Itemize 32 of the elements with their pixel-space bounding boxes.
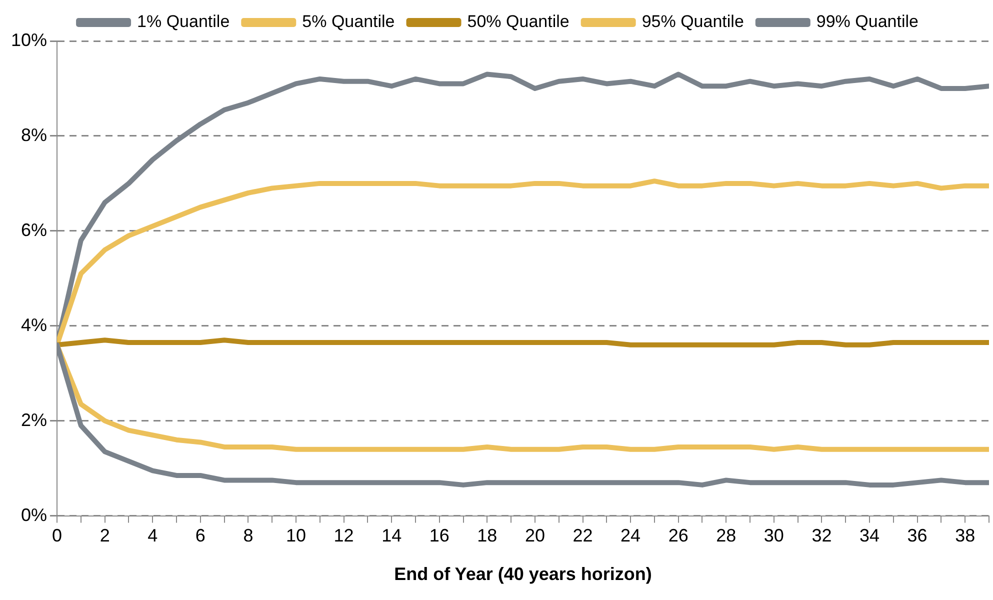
x-tick-label: 20 <box>524 526 545 546</box>
x-axis-title: End of Year (40 years horizon) <box>394 564 652 584</box>
legend-label: 99% Quantile <box>816 12 918 32</box>
x-tick-label: 34 <box>860 526 880 546</box>
y-tick-label: 4% <box>21 314 48 335</box>
x-tick-label: 0 <box>52 526 62 546</box>
x-tick-label: 38 <box>955 526 976 546</box>
x-tick-label: 22 <box>572 526 593 546</box>
x-tick-label: 28 <box>716 526 736 546</box>
x-tick-label: 24 <box>620 526 641 546</box>
y-tick-label: 6% <box>21 220 48 240</box>
x-tick-label: 30 <box>764 526 784 546</box>
y-tick-label: 10% <box>10 30 48 50</box>
x-tick-label: 36 <box>907 526 928 546</box>
legend-label: 50% Quantile <box>467 12 570 32</box>
y-tick-label: 8% <box>21 124 48 145</box>
x-tick-label: 18 <box>477 526 498 546</box>
legend-label: 95% Quantile <box>642 12 744 32</box>
x-tick-label: 16 <box>429 526 450 546</box>
y-tick-label: 2% <box>21 410 48 430</box>
x-tick-label: 32 <box>812 526 832 546</box>
x-tick-label: 10 <box>286 526 306 546</box>
x-tick-label: 6 <box>195 526 206 546</box>
x-tick-label: 8 <box>243 526 254 546</box>
x-tick-label: 4 <box>148 526 158 546</box>
legend-label: 5% Quantile <box>302 12 395 32</box>
x-tick-label: 26 <box>668 526 688 546</box>
legend-label: 1% Quantile <box>137 12 230 32</box>
x-tick-label: 12 <box>334 526 354 546</box>
x-tick-label: 14 <box>382 526 402 546</box>
x-tick-label: 2 <box>100 526 110 546</box>
y-tick-label: 0% <box>21 504 48 525</box>
